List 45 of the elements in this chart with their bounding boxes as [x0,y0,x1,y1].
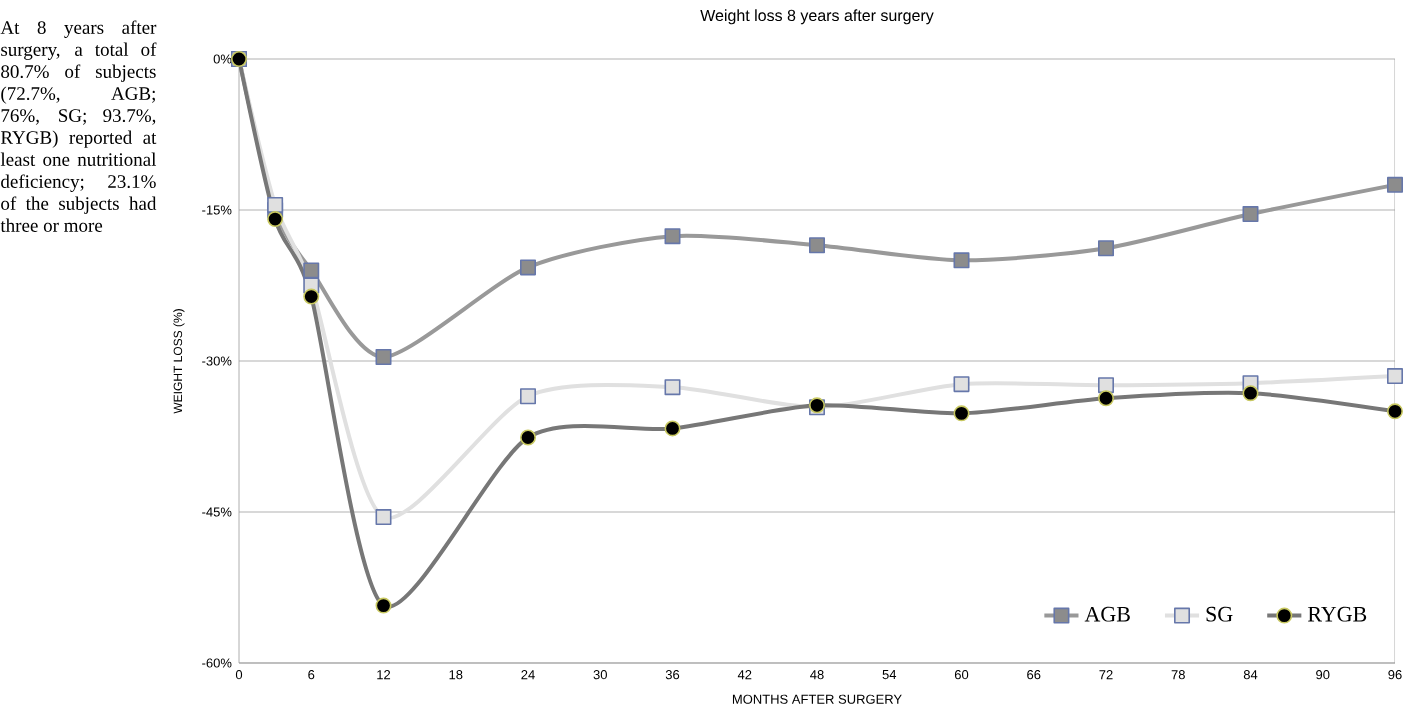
x-tick-label: 78 [1171,670,1185,680]
point [1098,377,1115,394]
x-tick-label: 36 [665,670,680,680]
x-tick-label: 84 [1243,670,1258,680]
x-tick-label: 66 [1027,670,1041,680]
point [520,388,536,405]
x-tick-label: 18 [449,670,463,680]
legend-label: SG [1206,606,1233,622]
x-tick-label: 12 [377,670,391,680]
point [953,252,970,269]
x-tick-label: 96 [1388,670,1402,680]
x-tick-label: 72 [1099,670,1113,680]
y-axis-title: WEIGHT LOSS (%) [173,309,185,414]
legend-label: RYGB [1307,606,1367,622]
x-tick-label: 24 [521,670,535,680]
point [1098,240,1115,257]
point [267,196,284,213]
x-axis-title: MONTHS AFTER SURGERY [732,694,902,704]
x-tick-label: 6 [308,670,315,680]
point [664,379,681,396]
point [375,509,392,526]
y-tick-label: 0% [213,54,232,64]
x-tick-label: 54 [882,670,897,680]
text: At 8 years after surgery, a total of 80.7% of subjects (72.7%, AGB; 76%, SG; 93.7%, RYGB) reported at least one nutritional deficiency; 23.1% of the subjects had three or more [0,20,157,232]
chart-title: Weight loss 8 years after surgery [700,9,934,25]
y-tick-label: -60% [202,658,232,668]
point [953,376,970,393]
x-tick-label: 42 [737,670,752,680]
x-tick-label: 48 [810,670,824,680]
point [1387,368,1403,385]
legend-label: AGB [1084,606,1130,622]
point [1387,176,1403,193]
y-tick-label: -15% [202,205,232,215]
point [375,348,392,365]
point [809,237,826,254]
y-tick-label: -30% [202,356,232,366]
x-tick-label: 30 [593,670,607,680]
point [664,228,681,245]
point [1242,206,1259,223]
x-tick-label: 90 [1316,670,1330,680]
x-tick-label: 60 [954,670,969,680]
point [520,259,536,276]
point [303,262,320,279]
y-tick-label: -45% [202,507,232,517]
x-tick-label: 0 [235,670,243,680]
